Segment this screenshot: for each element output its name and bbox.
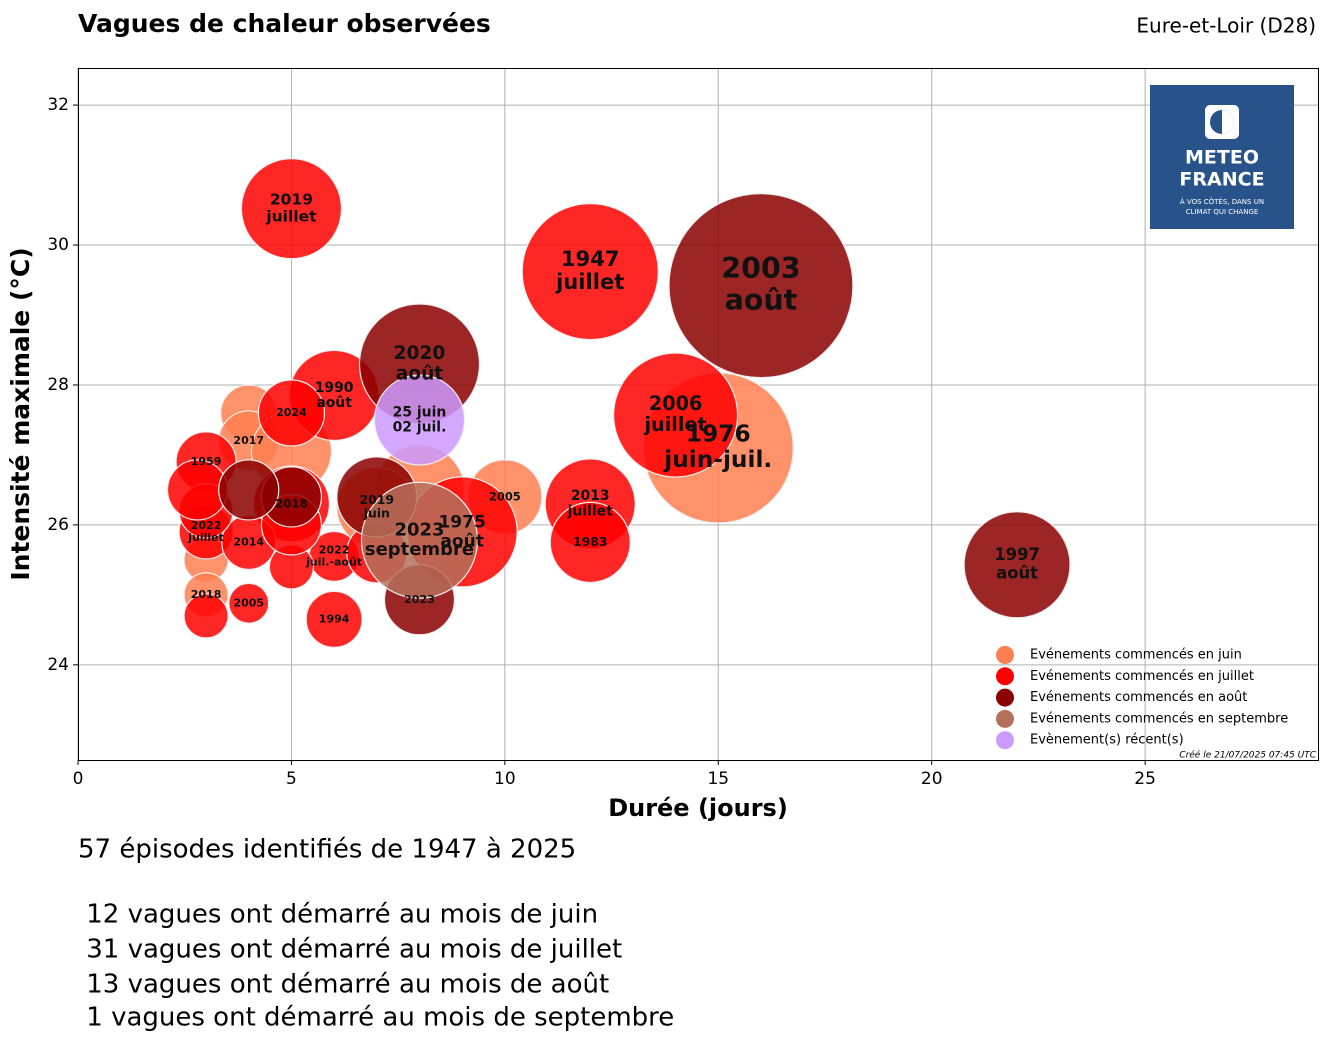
legend-label: Evénements commencés en août bbox=[1030, 690, 1247, 705]
bubble-label: 1976 bbox=[686, 421, 751, 448]
summary-line: 13 vagues ont démarré au mois de août bbox=[78, 970, 609, 1000]
chart-subtitle: Eure-et-Loir (D28) bbox=[1136, 14, 1316, 38]
bubble bbox=[549, 501, 631, 584]
legend-marker bbox=[996, 688, 1014, 707]
bubbles bbox=[166, 158, 1071, 648]
logo-tagline: À VOS CÔTÉS, DANS UN bbox=[1180, 197, 1264, 206]
summary-line: 31 vagues ont démarré au mois de juillet bbox=[78, 935, 622, 965]
bubble bbox=[963, 511, 1071, 619]
bubble bbox=[240, 158, 343, 260]
bubble-label: août bbox=[316, 395, 352, 411]
bubble-label: 1983 bbox=[573, 534, 608, 549]
summary-line: 12 vagues ont démarré au mois de juin bbox=[78, 900, 598, 930]
bubble-label: 2006 bbox=[649, 392, 702, 415]
logo-text: FRANCE bbox=[1179, 169, 1264, 191]
bubble-label: août bbox=[396, 364, 444, 385]
bubble-label: 2018 bbox=[275, 496, 308, 510]
bubble-label: juil.-août bbox=[305, 555, 362, 568]
bubble-label: juin bbox=[363, 506, 390, 521]
bubble bbox=[218, 459, 280, 521]
plot-frame bbox=[78, 68, 1319, 761]
bubble bbox=[183, 593, 229, 639]
bubble-label: juillet bbox=[187, 531, 224, 544]
legend-label: Evénements commencés en septembre bbox=[1030, 711, 1288, 726]
y-tick-label: 30 bbox=[47, 235, 69, 255]
bubble-label: 2022 bbox=[319, 543, 350, 556]
bubble-label: 1959 bbox=[191, 455, 222, 468]
bubble-label: 2003 bbox=[721, 252, 800, 285]
summary-line: 57 épisodes identifiés de 1947 à 2025 bbox=[78, 835, 576, 865]
bubble-label: 2017 bbox=[233, 434, 264, 447]
x-tick-label: 20 bbox=[921, 769, 943, 789]
bubble-label: juin-juil. bbox=[663, 446, 772, 473]
bubble bbox=[521, 202, 659, 341]
bubble-label: 2023 bbox=[394, 519, 444, 540]
x-tick-label: 15 bbox=[707, 769, 729, 789]
bubble-label: juillet bbox=[567, 504, 613, 520]
legend-label: Evénements commencés en juin bbox=[1030, 648, 1242, 663]
bubble-label: 2005 bbox=[489, 489, 521, 503]
bubble-label: 2014 bbox=[233, 535, 264, 548]
bubble-label: août bbox=[996, 563, 1038, 582]
bubble bbox=[257, 379, 326, 447]
x-tick-label: 0 bbox=[73, 769, 84, 789]
y-tick-label: 28 bbox=[47, 375, 69, 395]
bubble-label: 2018 bbox=[191, 588, 222, 601]
bubble-label: 2005 bbox=[233, 596, 264, 609]
summary-line: 1 vagues ont démarré au mois de septembr… bbox=[78, 1003, 674, 1033]
bubble-label: 02 juil. bbox=[393, 420, 447, 436]
bubble-label: août bbox=[440, 531, 483, 551]
logo-text: METEO bbox=[1185, 147, 1259, 169]
legend-marker bbox=[996, 667, 1014, 686]
bubble-label: 2019 bbox=[270, 191, 313, 209]
bubble-label: 1975 bbox=[438, 513, 485, 533]
bubble-label: 2024 bbox=[276, 406, 307, 419]
bubble-labels: 1976juin-juil.2005201720182019juin2019ju… bbox=[187, 191, 1040, 626]
legend-label: Evènement(s) récent(s) bbox=[1030, 733, 1184, 748]
bubble-label: 1990 bbox=[315, 380, 354, 396]
y-tick-label: 26 bbox=[47, 515, 69, 535]
y-tick-label: 32 bbox=[47, 95, 69, 115]
bubble bbox=[228, 582, 270, 624]
legend-label: Evénements commencés en juillet bbox=[1030, 669, 1254, 684]
y-tick-label: 24 bbox=[47, 655, 69, 675]
x-tick-label: 5 bbox=[286, 769, 297, 789]
x-tick-label: 10 bbox=[494, 769, 516, 789]
y-axis-label: Intensité maximale (°C) bbox=[6, 247, 35, 580]
bubble-label: 1947 bbox=[561, 246, 620, 271]
legend-marker bbox=[996, 646, 1014, 664]
bubble-label: 2023 bbox=[404, 593, 435, 606]
bubble-label: juillet bbox=[643, 413, 706, 436]
bubble-label: septembre bbox=[365, 539, 474, 560]
bubble-label: 2013 bbox=[571, 488, 610, 504]
bubble bbox=[612, 352, 739, 478]
logo-icon-half bbox=[1222, 110, 1234, 134]
bubble-label: 1997 bbox=[994, 545, 1040, 564]
bubble bbox=[373, 374, 466, 466]
bubble-label: 25 juin bbox=[393, 404, 447, 420]
bubble bbox=[668, 193, 854, 379]
bubble-label: 2019 bbox=[360, 492, 395, 507]
bubble-label: 1994 bbox=[319, 612, 350, 625]
summary: 57 épisodes identifiés de 1947 à 2025 12… bbox=[78, 835, 674, 1033]
credit: Créé le 21/07/2025 07:45 UTC bbox=[1179, 750, 1316, 761]
logo: METEO FRANCE À VOS CÔTÉS, DANS UN CLIMAT… bbox=[1150, 85, 1294, 229]
legend-marker bbox=[996, 731, 1014, 750]
bubble-label: 2020 bbox=[394, 343, 446, 364]
bubble bbox=[305, 590, 363, 648]
bubble-label: juillet bbox=[555, 269, 624, 294]
bubble-label: 2022 bbox=[191, 519, 222, 532]
bubble bbox=[360, 481, 479, 599]
chart-title: Vagues de chaleur observées bbox=[78, 9, 491, 38]
bubble-label: juillet bbox=[265, 208, 317, 226]
legend-marker bbox=[996, 709, 1014, 728]
bubble-label: août bbox=[725, 283, 798, 316]
x-axis-label: Durée (jours) bbox=[608, 794, 788, 822]
x-tick-label: 25 bbox=[1134, 769, 1156, 789]
logo-tagline: CLIMAT QUI CHANGE bbox=[1186, 208, 1259, 216]
